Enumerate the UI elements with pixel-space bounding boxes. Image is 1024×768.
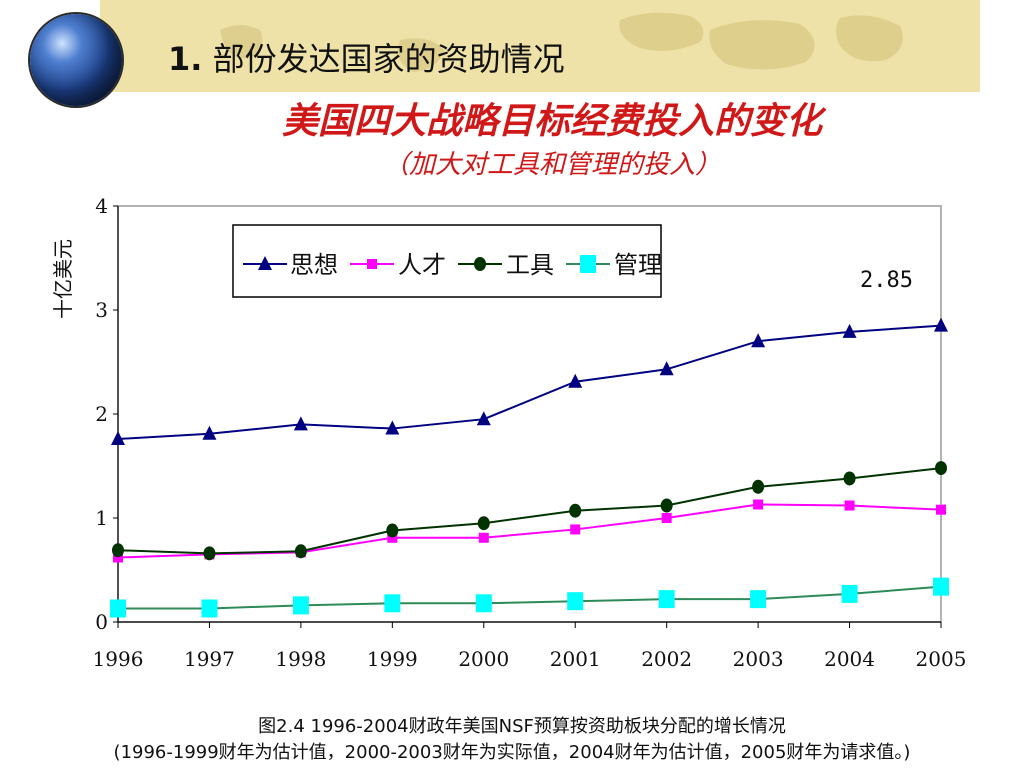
x-tick-label: 2000 xyxy=(458,647,509,671)
data-point xyxy=(201,599,218,618)
legend-item: 管理 xyxy=(566,251,662,279)
header-banner xyxy=(0,0,1024,106)
data-point xyxy=(477,516,490,531)
legend-label: 管理 xyxy=(614,251,662,279)
data-point xyxy=(841,584,858,603)
y-tick-label: 3 xyxy=(95,298,108,322)
x-tick-label: 2004 xyxy=(824,647,875,671)
data-point xyxy=(935,461,947,476)
data-point xyxy=(753,499,764,510)
figure-note: (1996-1999财年为估计值，2000-2003财年为实际值，2004财年为… xyxy=(113,742,911,763)
data-point xyxy=(569,503,582,518)
data-point xyxy=(568,373,583,388)
x-tick-label: 2001 xyxy=(550,647,601,671)
data-point xyxy=(474,257,486,271)
data-point xyxy=(110,599,126,618)
data-point xyxy=(660,498,673,513)
data-point xyxy=(934,317,948,332)
section-title-text: 部份发达国家的资助情况 xyxy=(212,40,565,78)
series-line xyxy=(117,467,942,555)
chart-subtitle: （加大对工具和管理的投入） xyxy=(382,150,721,180)
legend-item: 工具 xyxy=(458,251,554,279)
data-point xyxy=(387,532,398,543)
y-axis-label: 十亿美元 xyxy=(51,239,75,319)
data-point xyxy=(478,532,489,543)
data-point xyxy=(258,256,272,270)
data-point xyxy=(476,411,491,426)
data-point xyxy=(750,590,767,609)
data-point xyxy=(112,543,124,558)
data-point xyxy=(385,420,400,435)
series-3 xyxy=(112,461,947,561)
data-point xyxy=(580,255,596,273)
globe-icon xyxy=(30,14,122,106)
y-tick-label: 4 xyxy=(95,194,108,218)
data-point xyxy=(292,596,309,615)
legend-item: 思想 xyxy=(243,251,338,279)
section-number: 1. xyxy=(168,40,203,78)
legend-label: 工具 xyxy=(506,251,554,279)
legend-item: 人才 xyxy=(350,251,446,279)
series-line xyxy=(118,585,942,610)
data-point xyxy=(367,259,377,269)
data-point xyxy=(844,500,855,511)
y-tick-label: 0 xyxy=(95,610,108,634)
data-point xyxy=(384,594,401,613)
legend-label: 人才 xyxy=(398,251,446,279)
data-point xyxy=(475,594,492,613)
x-tick-label: 2005 xyxy=(916,647,967,671)
legend-label: 思想 xyxy=(290,251,338,279)
data-point xyxy=(936,504,946,515)
data-point xyxy=(842,323,857,338)
series-line xyxy=(117,503,942,559)
data-point xyxy=(111,430,125,445)
data-point xyxy=(202,425,217,440)
series-line xyxy=(117,324,942,440)
data-point xyxy=(659,361,674,376)
data-point xyxy=(933,577,949,596)
world-map-icon xyxy=(220,12,903,72)
section-title: 1. 部份发达国家的资助情况 xyxy=(168,34,565,80)
x-tick-label: 1996 xyxy=(93,647,144,671)
legend: 思想 人才 工具 管理 xyxy=(232,224,662,298)
data-point xyxy=(294,544,307,559)
x-tick-label: 2003 xyxy=(733,647,784,671)
data-point xyxy=(570,524,581,535)
data-point xyxy=(661,513,672,523)
value-annotation: 2.85 xyxy=(860,268,913,293)
series-4 xyxy=(110,577,949,618)
figure-caption: 图2.4 1996-2004财政年美国NSF预算按资助板块分配的增长情况 xyxy=(258,716,786,737)
data-point xyxy=(386,523,399,538)
data-point xyxy=(752,479,765,494)
chart-title: 美国四大战略目标经费投入的变化 xyxy=(281,100,822,142)
data-point xyxy=(751,333,766,348)
series-1 xyxy=(111,317,948,445)
x-tick-label: 1997 xyxy=(184,647,235,671)
y-tick-label: 2 xyxy=(95,402,108,426)
x-tick-label: 1998 xyxy=(275,647,326,671)
data-point xyxy=(113,552,123,563)
data-point xyxy=(658,590,675,609)
x-tick-label: 1999 xyxy=(367,647,418,671)
world-map-background xyxy=(100,0,980,92)
y-tick-label: 1 xyxy=(95,506,108,530)
data-point xyxy=(843,471,856,486)
data-point xyxy=(567,592,584,611)
x-tick-label: 2002 xyxy=(641,647,692,671)
data-point xyxy=(203,546,216,561)
data-point xyxy=(293,416,308,431)
